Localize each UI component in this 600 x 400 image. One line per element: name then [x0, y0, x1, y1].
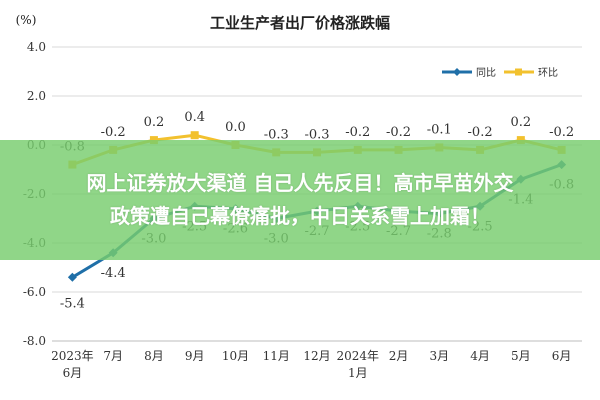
headline-banner[interactable]: 网上证券放大渠道 自己人先反目！高市早苗外交 政策遭自己幕僚痛批，中日关系雪上加…	[0, 140, 600, 260]
chart-title: 工业生产者出厂价格涨跌幅	[210, 14, 390, 32]
x-tick-label: 3月	[429, 349, 449, 363]
mom-data-label: -0.2	[468, 125, 493, 140]
legend-label: 同比	[476, 67, 496, 79]
mom-data-label: 0.2	[511, 115, 532, 130]
x-tick-label: 4月	[470, 349, 490, 363]
yoy-data-label: -5.4	[60, 296, 85, 311]
y-tick-label: 2.0	[27, 89, 46, 103]
x-tick-label: 1月	[348, 366, 368, 380]
legend-swatch-marker	[515, 68, 522, 76]
mom-data-label: -0.3	[264, 127, 289, 142]
x-tick-label: 5月	[511, 349, 531, 363]
y-tick-label: -6.0	[23, 285, 46, 299]
mom-data-label: -0.2	[101, 125, 126, 140]
mom-data-label: 0.4	[184, 110, 205, 125]
headline-line-2: 政策遭自己幕僚痛批，中日关系雪上加霜！	[110, 204, 490, 228]
x-tick-label: 7月	[103, 349, 123, 363]
y-axis-unit: (%)	[16, 13, 37, 27]
mom-data-label: -0.2	[549, 125, 574, 140]
x-tick-label: 10月	[222, 349, 249, 363]
x-tick-label: 2月	[389, 349, 409, 363]
yoy-point	[67, 272, 77, 282]
y-tick-label: 4.0	[27, 40, 46, 54]
x-tick-label: 11月	[263, 349, 290, 363]
x-tick-label: 12月	[303, 349, 330, 363]
mom-data-label: -0.1	[427, 122, 452, 137]
x-tick-label: 6月	[552, 349, 572, 363]
legend-swatch-marker	[453, 68, 461, 76]
x-tick-label: 2024年	[336, 349, 379, 363]
mom-data-label: 0.0	[225, 120, 246, 135]
yoy-data-label: -4.4	[101, 266, 126, 281]
mom-point	[190, 131, 199, 140]
x-tick-label: 6月	[63, 366, 83, 380]
x-tick-label: 8月	[144, 349, 164, 363]
mom-data-label: -0.3	[304, 127, 329, 142]
mom-data-label: 0.2	[144, 115, 165, 130]
y-tick-label: -8.0	[23, 334, 46, 348]
legend-label: 环比	[538, 67, 558, 79]
headline-line-1: 网上证券放大渠道 自己人先反目！高市早苗外交	[86, 171, 514, 195]
x-tick-label: 2023年	[51, 349, 94, 363]
x-tick-label: 9月	[185, 349, 205, 363]
mom-data-label: -0.2	[345, 125, 370, 140]
mom-data-label: -0.2	[386, 125, 411, 140]
